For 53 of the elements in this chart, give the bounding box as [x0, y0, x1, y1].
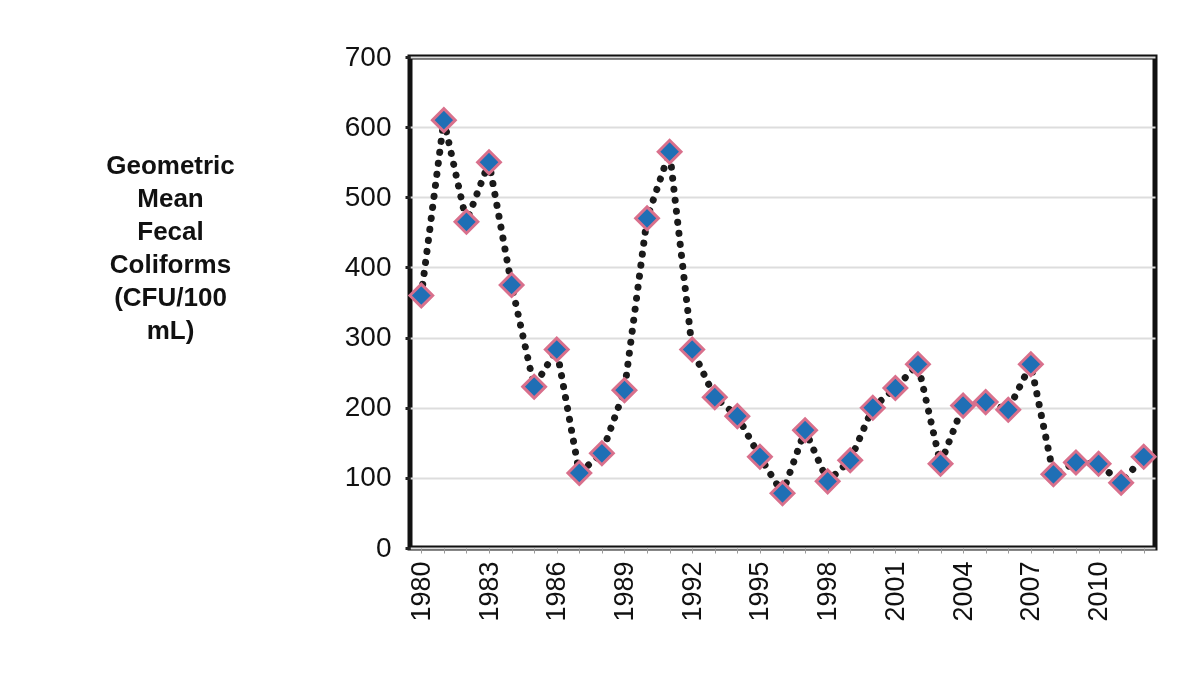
point: [905, 351, 931, 378]
point: [611, 377, 638, 404]
x-tick-label: 1995: [744, 561, 775, 622]
point: [453, 208, 480, 235]
point: [747, 443, 773, 470]
y-axis-title: Geometric Mean Fecal Coliforms (CFU/100 mL): [106, 149, 235, 345]
y-tick-label: 200: [344, 391, 392, 423]
x-tick-label: 1983: [473, 561, 504, 622]
y-tick-label: 100: [344, 461, 392, 493]
x-tick-label: 2001: [879, 561, 910, 622]
point: [814, 468, 841, 495]
point: [701, 384, 728, 411]
y-tick-label: 300: [344, 321, 392, 353]
point: [724, 403, 751, 430]
x-tick-label: 1986: [541, 561, 572, 622]
point: [498, 272, 525, 298]
x-tick-label: 1992: [676, 561, 707, 622]
point: [950, 392, 977, 419]
point: [972, 389, 999, 415]
point: [792, 417, 818, 444]
point: [656, 138, 683, 165]
y-tick-label: 500: [344, 180, 392, 212]
x-tick-label: 2004: [947, 561, 978, 622]
y-tick-label: 700: [344, 40, 392, 72]
x-tick-label: 1980: [405, 561, 436, 622]
point: [588, 440, 615, 467]
point: [566, 460, 593, 486]
point: [408, 282, 435, 309]
point: [521, 373, 548, 400]
point: [837, 447, 864, 474]
point: [543, 336, 570, 363]
point: [1063, 449, 1089, 476]
point: [1130, 443, 1157, 470]
y-tick-label: 600: [344, 110, 392, 142]
point: [1040, 461, 1067, 488]
point: [1017, 351, 1044, 378]
point: [927, 450, 954, 477]
point: [769, 480, 796, 507]
point: [859, 394, 886, 421]
y-tick-label: 0: [375, 531, 392, 563]
point: [476, 149, 502, 176]
x-tick-label: 1998: [812, 561, 843, 622]
point: [430, 107, 457, 134]
point: [679, 336, 706, 363]
point: [995, 396, 1022, 423]
y-tick-label: 400: [344, 250, 392, 282]
x-tick-label: 1989: [608, 561, 639, 622]
x-tick-label: 2007: [1015, 561, 1046, 622]
x-tick-label: 2010: [1083, 561, 1114, 622]
point: [634, 205, 660, 232]
point: [1108, 469, 1135, 496]
point: [1085, 450, 1112, 477]
point: [882, 375, 909, 401]
